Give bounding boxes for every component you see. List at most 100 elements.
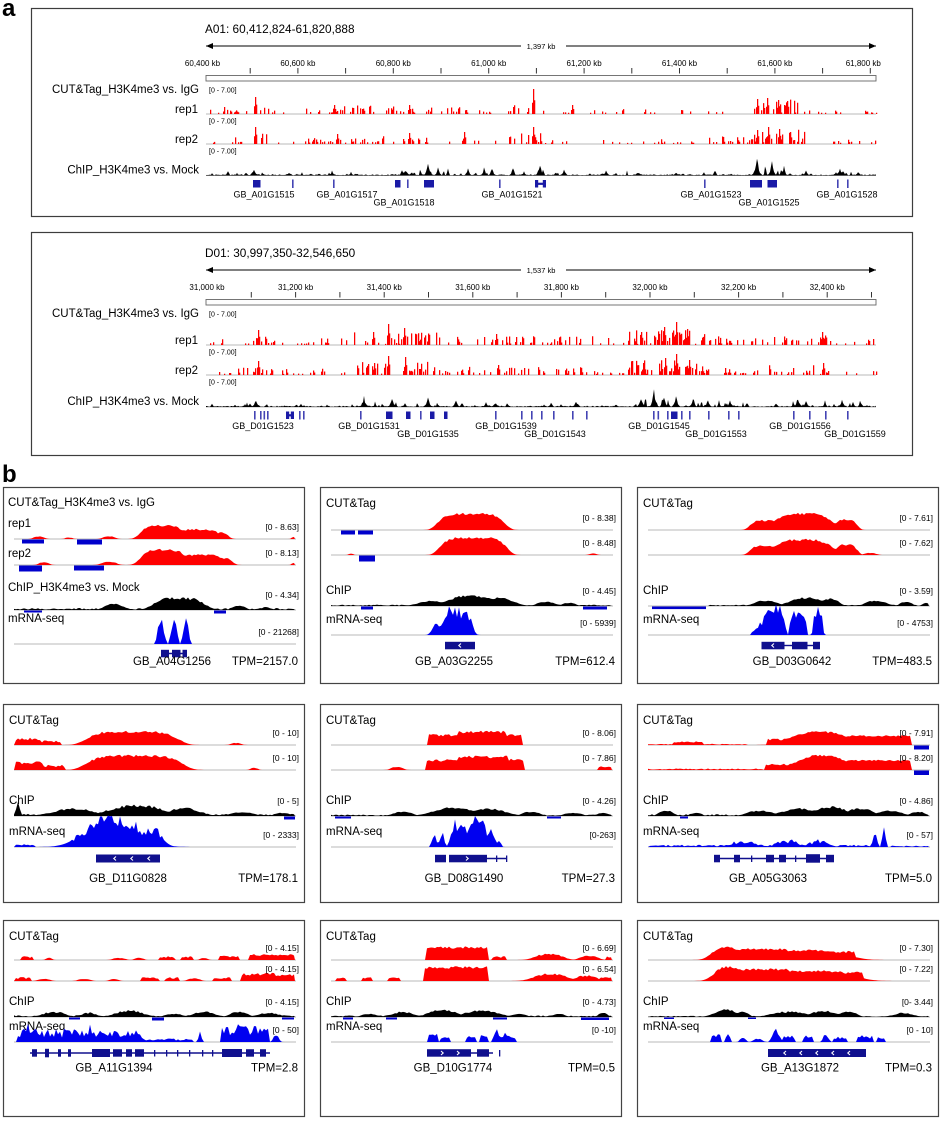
svg-text:61,800 kb: 61,800 kb <box>846 59 882 68</box>
svg-text:GB_D01G1523: GB_D01G1523 <box>232 421 294 431</box>
svg-text:TPM=483.5: TPM=483.5 <box>872 656 932 668</box>
svg-text:ChIP: ChIP <box>643 585 669 597</box>
svg-text:[0 - 8.20]: [0 - 8.20] <box>899 753 933 763</box>
svg-text:31,400 kb: 31,400 kb <box>367 283 403 292</box>
svg-text:[0 - 4.15]: [0 - 4.15] <box>265 943 299 953</box>
svg-text:mRNA-seq: mRNA-seq <box>326 1021 382 1033</box>
svg-text:rep1: rep1 <box>175 335 198 347</box>
svg-text:[0 - 7.00]: [0 - 7.00] <box>209 380 237 387</box>
svg-text:GB_A01G1525: GB_A01G1525 <box>738 198 799 208</box>
svg-text:[0 - 5]: [0 - 5] <box>277 796 299 806</box>
svg-text:ChIP: ChIP <box>643 795 669 807</box>
svg-text:1,397 kb: 1,397 kb <box>527 42 556 51</box>
svg-text:mRNA-seq: mRNA-seq <box>326 826 382 838</box>
svg-text:GB_D01G1556: GB_D01G1556 <box>769 421 831 431</box>
svg-text:[0 - 4.26]: [0 - 4.26] <box>582 796 616 806</box>
svg-text:rep2: rep2 <box>175 365 198 377</box>
svg-text:[0 - 7.62]: [0 - 7.62] <box>899 538 933 548</box>
svg-text:ChIP_H3K4me3 vs. Mock: ChIP_H3K4me3 vs. Mock <box>67 165 199 177</box>
svg-text:[0 - 10]: [0 - 10] <box>273 753 299 763</box>
svg-text:[0 - 7.22]: [0 - 7.22] <box>899 964 933 974</box>
svg-text:GB_A01G1521: GB_A01G1521 <box>481 190 542 200</box>
svg-text:61,200 kb: 61,200 kb <box>567 59 603 68</box>
svg-text:[0 -10]: [0 -10] <box>592 1025 616 1035</box>
svg-text:[0 - 21268]: [0 - 21268] <box>258 627 299 637</box>
svg-text:CUT&Tag: CUT&Tag <box>326 715 376 727</box>
svg-text:CUT&Tag: CUT&Tag <box>9 715 59 727</box>
svg-text:[0 - 4753]: [0 - 4753] <box>897 618 933 628</box>
svg-text:GB_A13G1872: GB_A13G1872 <box>761 1063 839 1075</box>
svg-text:CUT&Tag: CUT&Tag <box>326 498 376 510</box>
svg-text:GB_A05G3063: GB_A05G3063 <box>729 873 807 885</box>
svg-text:[0- 3.44]: [0- 3.44] <box>902 997 933 1007</box>
svg-text:mRNA-seq: mRNA-seq <box>8 613 64 625</box>
svg-text:GB_A01G1523: GB_A01G1523 <box>680 190 741 200</box>
svg-text:[0 - 7.30]: [0 - 7.30] <box>899 943 933 953</box>
svg-text:31,800 kb: 31,800 kb <box>544 283 580 292</box>
svg-text:GB_A01G1517: GB_A01G1517 <box>316 190 377 200</box>
svg-text:GB_A03G2255: GB_A03G2255 <box>415 656 493 668</box>
svg-text:61,000 kb: 61,000 kb <box>471 59 507 68</box>
svg-text:GB_A11G1394: GB_A11G1394 <box>75 1063 153 1075</box>
svg-text:TPM=2157.0: TPM=2157.0 <box>232 656 298 668</box>
svg-text:A01: 60,412,824-61,820,888: A01: 60,412,824-61,820,888 <box>205 22 355 36</box>
svg-text:D01: 30,997,350-32,546,650: D01: 30,997,350-32,546,650 <box>205 246 356 260</box>
svg-text:GB_A01G1515: GB_A01G1515 <box>233 190 294 200</box>
svg-text:[0 - 7.91]: [0 - 7.91] <box>899 728 933 738</box>
svg-text:[0 - 3.59]: [0 - 3.59] <box>899 586 933 596</box>
svg-text:[0 - 7.00]: [0 - 7.00] <box>209 350 237 357</box>
svg-text:a: a <box>2 0 16 22</box>
svg-text:[0 - 10]: [0 - 10] <box>907 1025 933 1035</box>
svg-text:[0 - 8.48]: [0 - 8.48] <box>582 538 616 548</box>
svg-text:CUT&Tag_H3K4me3 vs. IgG: CUT&Tag_H3K4me3 vs. IgG <box>52 308 199 320</box>
svg-text:31,000 kb: 31,000 kb <box>189 283 225 292</box>
svg-text:GB_A01G1518: GB_A01G1518 <box>373 198 434 208</box>
svg-text:GB_D01G1535: GB_D01G1535 <box>397 429 459 439</box>
svg-text:[0 - 7.86]: [0 - 7.86] <box>582 753 616 763</box>
svg-text:ChIP: ChIP <box>326 996 352 1008</box>
svg-text:CUT&Tag: CUT&Tag <box>643 498 693 510</box>
svg-text:61,600 kb: 61,600 kb <box>757 59 793 68</box>
svg-text:[0 - 4.15]: [0 - 4.15] <box>265 964 299 974</box>
svg-text:61,400 kb: 61,400 kb <box>662 59 698 68</box>
svg-text:b: b <box>2 461 17 488</box>
svg-text:ChIP: ChIP <box>326 795 352 807</box>
svg-text:TPM=0.5: TPM=0.5 <box>568 1063 615 1075</box>
svg-text:[0 - 7.00]: [0 - 7.00] <box>209 312 237 319</box>
svg-text:GB_D01G1545: GB_D01G1545 <box>628 421 690 431</box>
svg-text:32,000 kb: 32,000 kb <box>632 283 668 292</box>
svg-text:[0 - 4.34]: [0 - 4.34] <box>265 590 299 600</box>
svg-text:rep1: rep1 <box>175 104 198 116</box>
svg-text:mRNA-seq: mRNA-seq <box>643 826 699 838</box>
svg-text:[0 - 10]: [0 - 10] <box>273 728 299 738</box>
svg-text:GB_D03G0642: GB_D03G0642 <box>753 656 832 668</box>
svg-text:GB_A01G1528: GB_A01G1528 <box>816 190 877 200</box>
svg-text:GB_D01G1543: GB_D01G1543 <box>524 429 586 439</box>
svg-text:GB_A04G1256: GB_A04G1256 <box>133 656 211 668</box>
svg-text:32,200 kb: 32,200 kb <box>721 283 757 292</box>
svg-text:60,600 kb: 60,600 kb <box>280 59 316 68</box>
svg-text:mRNA-seq: mRNA-seq <box>643 1021 699 1033</box>
svg-text:60,400 kb: 60,400 kb <box>185 59 221 68</box>
svg-text:[0 - 50]: [0 - 50] <box>273 1025 299 1035</box>
svg-text:[0 - 4.73]: [0 - 4.73] <box>582 997 616 1007</box>
svg-text:[0 - 57]: [0 - 57] <box>907 830 933 840</box>
svg-text:rep2: rep2 <box>8 548 31 560</box>
svg-text:32,400 kb: 32,400 kb <box>810 283 846 292</box>
svg-text:CUT&Tag: CUT&Tag <box>643 931 693 943</box>
svg-text:GB_D08G1490: GB_D08G1490 <box>425 873 504 885</box>
svg-text:GB_D10G1774: GB_D10G1774 <box>414 1063 493 1075</box>
svg-text:TPM=612.4: TPM=612.4 <box>555 656 615 668</box>
svg-text:[0-263]: [0-263] <box>590 830 616 840</box>
svg-text:ChIP: ChIP <box>9 795 35 807</box>
svg-text:1,537 kb: 1,537 kb <box>527 266 556 275</box>
svg-text:[0 - 8.63]: [0 - 8.63] <box>265 522 299 532</box>
svg-text:[0 - 2333]: [0 - 2333] <box>263 830 299 840</box>
svg-text:60,800 kb: 60,800 kb <box>376 59 412 68</box>
svg-text:CUT&Tag_H3K4me3 vs. IgG: CUT&Tag_H3K4me3 vs. IgG <box>8 497 155 509</box>
svg-text:GB_D11G0828: GB_D11G0828 <box>89 873 167 885</box>
svg-text:31,200 kb: 31,200 kb <box>278 283 314 292</box>
svg-text:mRNA-seq: mRNA-seq <box>9 826 65 838</box>
svg-text:GB_D01G1539: GB_D01G1539 <box>475 421 537 431</box>
svg-text:ChIP: ChIP <box>326 585 352 597</box>
